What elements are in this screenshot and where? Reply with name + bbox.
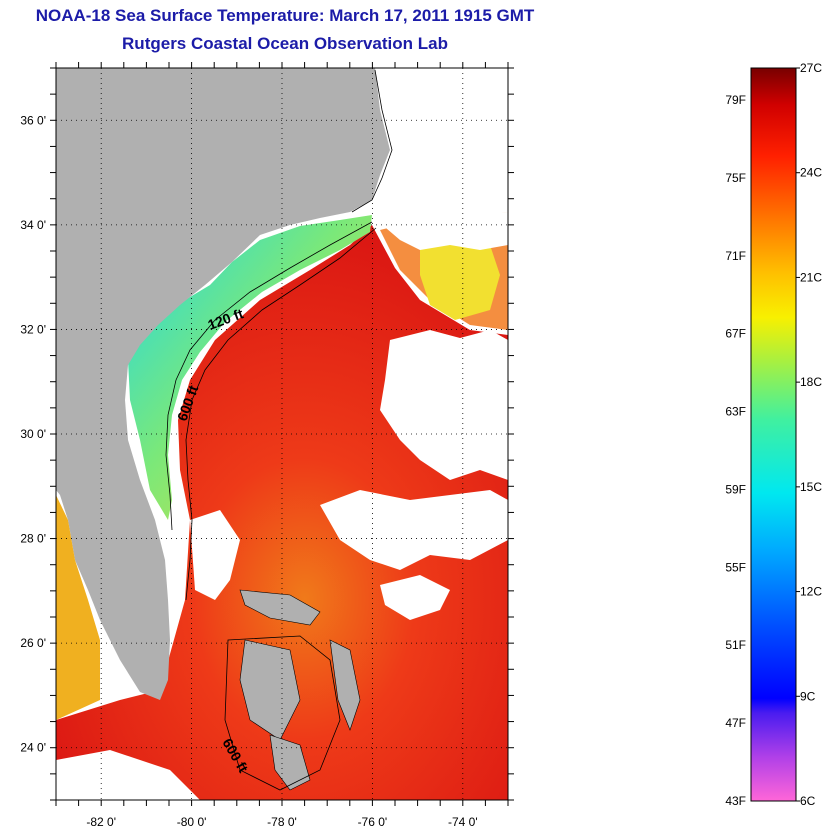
lat-tick-label: 26 0' [20,636,46,650]
graticule [56,68,508,800]
colorbar-fahrenheit-labels: 79F 75F 71F 67F 63F 59F 55F 51F 47F 43F [725,93,746,808]
colorbar-celsius-label: 24C [800,166,822,180]
sst-map: 120 ft 600 ft 600 ft 36 0'34 0'32 0'30 0… [20,62,514,829]
colorbar-fahrenheit-label: 71F [725,249,746,263]
lat-tick-label: 24 0' [20,741,46,755]
lat-tick-label: 34 0' [20,218,46,232]
contour-600ft-line [185,227,377,601]
colorbar-celsius-label: 21C [800,270,822,284]
land-southeast-us [56,68,390,700]
colorbar-celsius-label: 6C [800,794,816,808]
colorbar-celsius-label: 18C [800,375,822,389]
colorbar-celsius-labels: 27C 24C 21C 18C 15C 12C 9C 6C [796,61,822,808]
cloud-keys [56,750,200,800]
colorbar-fahrenheit-label: 79F [725,93,746,107]
cloud-south-center [380,575,450,620]
colorbar-celsius-label: 27C [800,61,822,75]
cloud-florida-straits [190,510,240,600]
lon-tick-label: -82 0' [86,815,116,829]
contour-bahamas-bank [224,635,341,791]
bathymetry-contours [165,69,393,791]
cloud-cover [56,212,508,800]
colorbar-fahrenheit-label: 51F [725,638,746,652]
cloud-east-mid [380,330,508,480]
bahamas-island-grand [239,589,321,626]
bahamas-island-long [269,734,311,791]
map-subtitle: Rutgers Coastal Ocean Observation Lab [122,34,448,53]
lon-tick-label: -74 0' [448,815,478,829]
axis-ticks: 36 0' 34 0' 32 0' 30 0' 28 0' 26 0' 24 0' -82 0… [20,62,514,829]
cloud-south-mid [320,490,508,570]
map-title: NOAA-18 Sea Surface Temperature: March 1… [35,6,535,25]
offshore-yellow-patch [420,235,500,320]
colorbar: 79F 75F 71F 67F 63F 59F 55F 51F 47F 43F 27C 24C 21C… [725,61,822,808]
gulf-coast-water [56,495,100,720]
colorbar-fahrenheit-label: 59F [725,482,746,496]
colorbar-celsius-label: 15C [800,480,822,494]
colorbar-fahrenheit-label: 55F [725,560,746,574]
lat-tick-label: 30 0' [20,427,46,441]
lat-tick-label: 28 0' [20,532,46,546]
colorbar-fahrenheit-label: 67F [725,327,746,341]
colorbar-fahrenheit-label: 43F [725,794,746,808]
colorbar-fahrenheit-label: 75F [725,171,746,185]
lon-tick-label: -76 0' [358,815,388,829]
shelf-cool-water [128,215,372,520]
lat-tick-label: 32 0' [20,322,46,336]
colorbar-fahrenheit-label: 63F [725,405,746,419]
colorbar-celsius-label: 12C [800,585,822,599]
contour-120ft-line [165,221,373,531]
bahamas-island-eleuthera [329,639,361,731]
colorbar-celsius-label: 9C [800,689,816,703]
colorbar-gradient [750,67,797,802]
lon-tick-label: -80 0' [177,815,207,829]
contour-coastline-north [351,69,393,213]
lat-tick-label: 36 0' [20,113,46,127]
lon-tick-label: -78 0' [267,815,297,829]
colorbar-fahrenheit-label: 47F [725,716,746,730]
cloud-northeast [372,212,508,250]
